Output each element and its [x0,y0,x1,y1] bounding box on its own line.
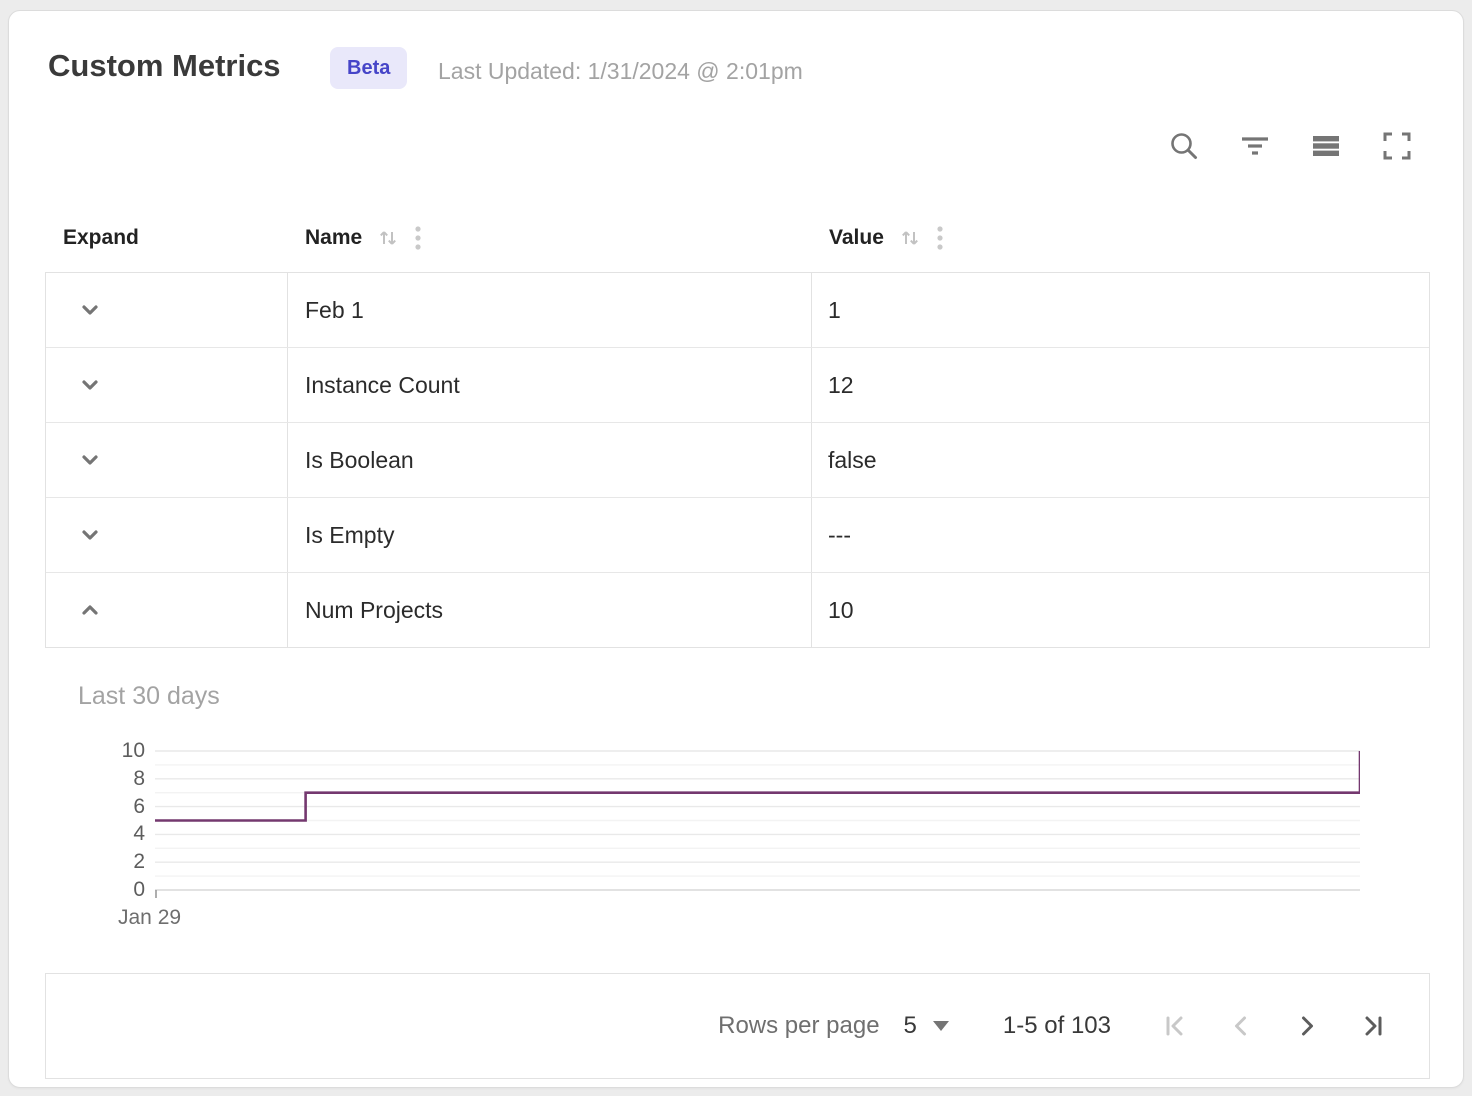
column-header-expand-label: Expand [63,226,139,249]
table-row: Num Projects 10 [46,573,1429,647]
last-page-button[interactable] [1353,1006,1393,1046]
column-header-name-label: Name [305,226,363,249]
search-icon[interactable] [1165,127,1203,165]
beta-badge: Beta [330,47,408,89]
metric-name: Is Boolean [288,423,812,497]
last-updated-text: Last Updated: 1/31/2024 @ 2:01pm [438,58,803,84]
y-axis-tick: 10 [121,739,145,762]
table-row: Instance Count 12 [46,348,1429,423]
pagination-nav [1155,1006,1393,1046]
collapse-chevron-icon[interactable] [76,596,104,624]
metric-value: 10 [828,596,854,623]
metric-value: 1 [828,296,841,323]
expand-chevron-icon[interactable] [76,521,104,549]
table-row: Is Boolean false [46,423,1429,498]
sort-icon[interactable] [898,226,922,250]
expand-chevron-icon[interactable] [76,371,104,399]
metric-name: Num Projects [288,573,812,647]
table-header-row: Expand Name Value [45,204,1430,272]
y-axis-tick: 0 [133,878,145,901]
table-toolbar [1165,127,1416,165]
y-axis-tick: 6 [133,794,145,818]
y-axis-tick: 8 [133,766,145,790]
y-axis-tick: 4 [133,822,145,846]
next-page-button[interactable] [1287,1006,1327,1046]
column-header-value[interactable]: Value [813,225,1430,251]
step-line-plot [155,750,1360,898]
table-row: Is Empty --- [46,498,1429,573]
metric-name: Feb 1 [288,273,812,347]
expand-chevron-icon[interactable] [76,446,104,474]
metric-name: Instance Count [288,348,812,422]
metric-value: --- [828,521,851,548]
y-axis-tick: 2 [133,850,145,874]
pagination-bar: Rows per page 5 1-5 of 103 [45,973,1430,1079]
expand-chevron-icon[interactable] [76,296,104,324]
column-menu-icon[interactable] [414,225,422,251]
table-body: Feb 1 1 Instance Count 12 Is Boolean fal… [45,272,1430,648]
pagination-range: 1-5 of 103 [1002,1012,1111,1039]
rows-per-page-value[interactable]: 5 [903,1012,917,1039]
page-title: Custom Metrics [48,48,281,83]
metric-name: Is Empty [288,498,812,572]
density-icon[interactable] [1307,127,1345,165]
column-header-value-label: Value [829,226,884,249]
chart-title: Last 30 days [78,682,220,710]
filter-icon[interactable] [1236,127,1274,165]
table-row: Feb 1 1 [46,273,1429,348]
metric-value: 12 [828,371,854,398]
sort-icon[interactable] [376,226,400,250]
column-menu-icon[interactable] [936,225,944,251]
x-axis-label: Jan 29 [118,906,182,929]
rows-per-page-label: Rows per page [718,1012,880,1039]
line-chart: 0 2 4 6 8 10 Jan 29 [90,740,1400,950]
prev-page-button[interactable] [1221,1006,1261,1046]
rows-per-page-caret-icon[interactable] [932,1021,949,1031]
column-header-expand: Expand [45,226,288,250]
column-header-name[interactable]: Name [288,225,813,251]
first-page-button[interactable] [1155,1006,1195,1046]
fullscreen-icon[interactable] [1378,127,1416,165]
metric-value: false [828,446,877,473]
